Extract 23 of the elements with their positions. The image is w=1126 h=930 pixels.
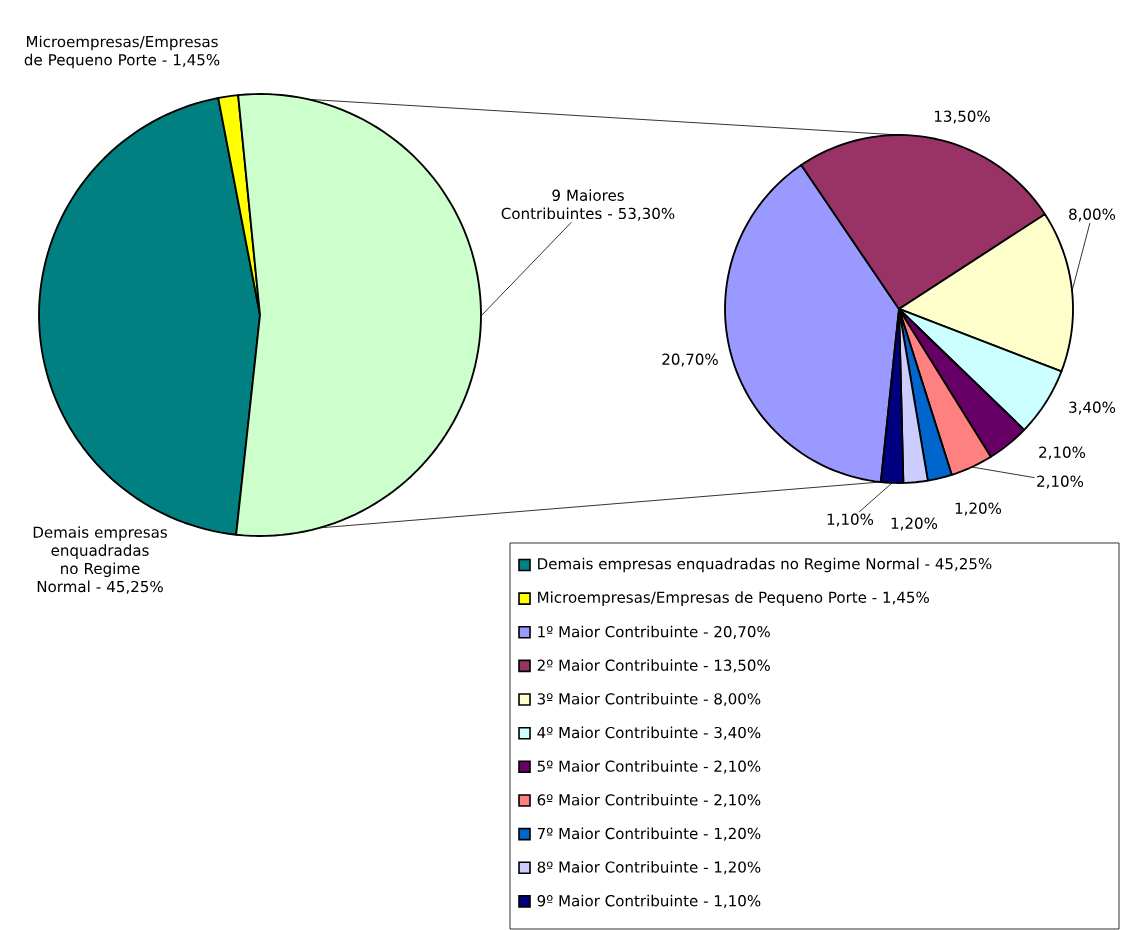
legend-label: 8º Maior Contribuinte - 1,20% — [537, 861, 761, 875]
legend-label: Demais empresas enquadradas no Regime Normal - 45,25% — [538, 557, 992, 573]
legend-label: Microempresas/Empresas de Pequeno Porte - 1,45% — [538, 591, 929, 606]
data-label: 1,10% — [827, 513, 874, 527]
data-label: 1,20% — [955, 502, 1002, 516]
slice-label: Demais empresas enquadradas no Regime Normal - 45,25% — [33, 526, 167, 594]
data-label: 20,70% — [662, 353, 718, 367]
data-label: 13,50% — [934, 110, 990, 124]
data-label: 2,10% — [1037, 475, 1084, 489]
legend-label: 2º Maior Contribuinte - 13,50% — [537, 659, 770, 673]
slice-label: Microempresas/Empresas de Pequeno Porte - 1,45% — [24, 35, 220, 69]
data-label: 3,40% — [1069, 401, 1116, 415]
legend-label: 1º Maior Contribuinte - 20,70% — [538, 625, 770, 639]
legend-label: 5º Maior Contribuinte - 2,10% — [537, 760, 761, 774]
data-label: 1,20% — [891, 517, 938, 531]
slice-label: 9 Maiores Contribuintes - 53,30% — [501, 189, 675, 221]
legend-label: 4º Maior Contribuinte - 3,40% — [537, 726, 761, 740]
legend-label: 6º Maior Contribuinte - 2,10% — [537, 793, 761, 808]
legend-label: 7º Maior Contribuinte - 1,20% — [537, 827, 761, 841]
legend-label: 9º Maior Contribuinte - 1,10% — [537, 894, 761, 908]
data-label: 8,00% — [1069, 208, 1116, 222]
data-label: 2,10% — [1039, 446, 1086, 460]
legend-label: 3º Maior Contribuinte - 8,00% — [537, 692, 761, 707]
